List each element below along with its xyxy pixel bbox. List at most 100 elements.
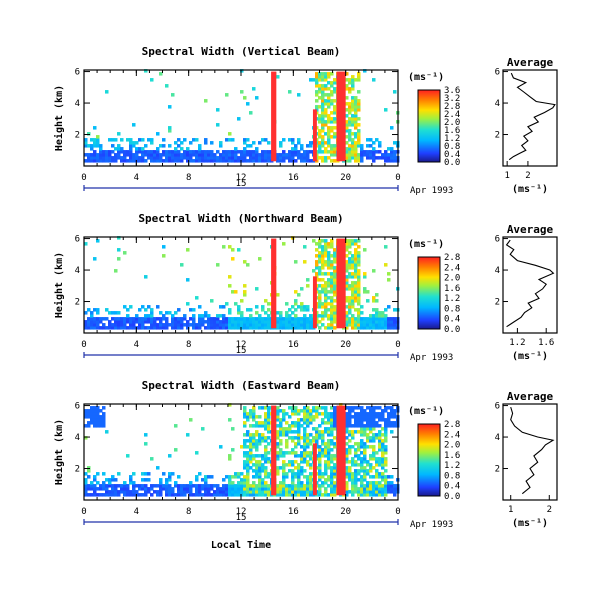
field-cell (174, 153, 178, 157)
field-cell (276, 457, 280, 461)
field-cell (297, 484, 301, 488)
field-cell (117, 484, 121, 488)
field-cell (306, 445, 310, 449)
field-cell (306, 439, 310, 443)
field-cell (291, 156, 295, 160)
field-cell (321, 159, 325, 163)
field-cell (348, 78, 352, 82)
field-cell (198, 305, 202, 309)
field-cell (165, 84, 169, 88)
field-cell (252, 457, 256, 461)
field-cell (111, 311, 115, 315)
field-cell (318, 457, 322, 461)
field-cell (306, 284, 310, 288)
x-tick-label: 4 (134, 173, 139, 183)
field-cell (243, 424, 247, 428)
field-cell (126, 150, 130, 154)
field-cell (153, 159, 157, 163)
field-cell (360, 412, 364, 416)
field-cell (357, 123, 361, 127)
field-cell (303, 421, 307, 425)
field-cell (312, 239, 316, 243)
field-cell (360, 320, 364, 324)
field-cell (186, 156, 190, 160)
field-cell (129, 481, 133, 485)
field-cell (381, 445, 385, 449)
field-cell (159, 144, 163, 148)
field-cell (159, 326, 163, 330)
field-cell (267, 153, 271, 157)
field-cell (276, 75, 280, 79)
field-cell (108, 156, 112, 160)
field-cell (198, 317, 202, 321)
field-cell (99, 147, 103, 151)
field-cell (357, 141, 361, 145)
field-cell (282, 472, 286, 476)
field-cell (360, 487, 364, 491)
field-cell (189, 493, 193, 497)
field-cell (378, 484, 382, 488)
field-cell (297, 493, 301, 497)
field-cell (303, 317, 307, 321)
field-cell (354, 254, 358, 258)
field-cell (261, 466, 265, 470)
field-cell (300, 305, 304, 309)
field-cell (258, 454, 262, 458)
field-cell (156, 490, 160, 494)
field-cell (345, 254, 349, 258)
field-cell (381, 457, 385, 461)
field-cell (216, 484, 220, 488)
field-cell (303, 475, 307, 479)
field-cell (108, 481, 112, 485)
field-cell (246, 487, 250, 491)
field-cell (318, 469, 322, 473)
field-cell (189, 156, 193, 160)
field-cell (351, 415, 355, 419)
field-cell (159, 72, 163, 76)
field-cell (252, 418, 256, 422)
field-cell (348, 153, 352, 157)
field-cell (324, 481, 328, 485)
field-cell (318, 90, 322, 94)
field-cell (264, 439, 268, 443)
field-cell (198, 484, 202, 488)
field-cell (354, 454, 358, 458)
field-cell (267, 487, 271, 491)
field-cell (237, 475, 241, 479)
field-cell (345, 102, 349, 106)
field-cell (303, 430, 307, 434)
field-cell (318, 87, 322, 91)
field-cell (378, 311, 382, 315)
field-cell (288, 463, 292, 467)
field-cell (90, 317, 94, 321)
field-cell (354, 424, 358, 428)
field-cell (228, 487, 232, 491)
field-cell (168, 126, 172, 130)
field-cell (348, 475, 352, 479)
field-cell (348, 138, 352, 142)
field-cell (249, 442, 253, 446)
field-cell (294, 442, 298, 446)
field-cell (84, 493, 88, 497)
field-cell (180, 320, 184, 324)
field-cell (348, 478, 352, 482)
field-cell (168, 156, 172, 160)
field-cell (174, 147, 178, 151)
field-cell (219, 305, 223, 309)
field-cell (369, 457, 373, 461)
field-cell (162, 487, 166, 491)
field-cell (360, 305, 364, 309)
field-cell (279, 490, 283, 494)
field-cell (249, 451, 253, 455)
field-cell (294, 144, 298, 148)
field-cell (228, 323, 232, 327)
field-cell (369, 326, 373, 330)
field-cell (291, 326, 295, 330)
field-cell (228, 454, 232, 458)
field-cell (327, 254, 331, 258)
field-cell (333, 269, 337, 273)
field-cell (306, 406, 310, 410)
field-cell (90, 493, 94, 497)
field-cell (303, 153, 307, 157)
field-cell (111, 493, 115, 497)
